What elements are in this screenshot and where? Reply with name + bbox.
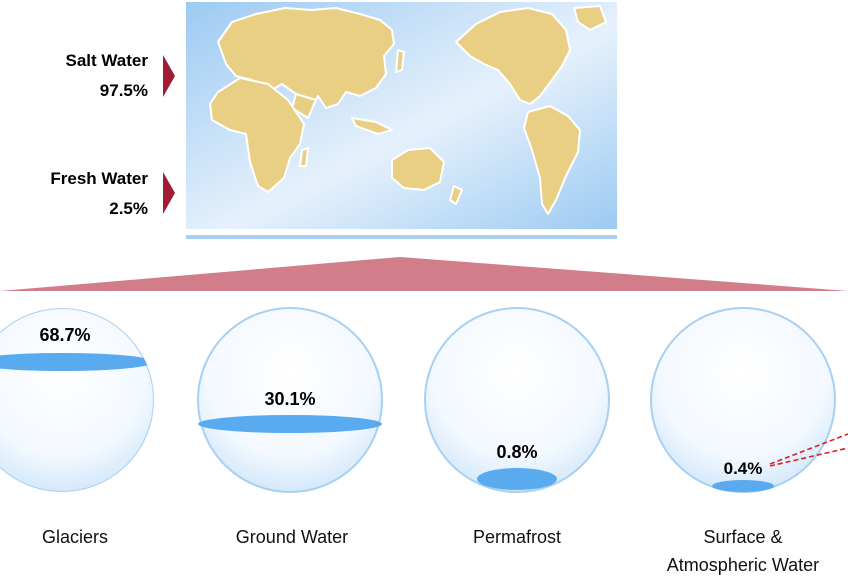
globe-glaciers <box>0 308 154 492</box>
fresh-water-marker <box>163 172 175 214</box>
fresh-water-label: Fresh Water <box>50 169 148 188</box>
world-map <box>186 2 617 239</box>
water-level-surface-water <box>712 480 774 492</box>
map-base-line <box>186 235 617 239</box>
surface-water-callout <box>769 433 848 467</box>
continents <box>209 5 607 215</box>
salt-water-value: 97.5% <box>100 81 148 100</box>
ground-water-percent: 30.1% <box>264 389 315 409</box>
globe-permafrost-sphere <box>424 307 610 493</box>
salt-water-marker <box>163 55 175 97</box>
north-america-shape <box>455 7 571 105</box>
globe-permafrost <box>424 307 610 493</box>
fresh-water-value: 2.5% <box>109 199 148 218</box>
permafrost-percent: 0.8% <box>496 442 537 462</box>
greenland-shape <box>573 5 607 31</box>
arabia-shape <box>291 93 317 119</box>
category-globes <box>0 307 836 493</box>
breakdown-fan <box>0 257 848 291</box>
glaciers-percent: 68.7% <box>39 325 90 345</box>
southeast-asia-islands <box>351 117 393 135</box>
surface-water-percent: 0.4% <box>724 459 763 478</box>
surface-water-label-line1: Surface & <box>703 527 782 547</box>
madagascar-shape <box>299 147 309 167</box>
salt-water-label: Salt Water <box>65 51 148 70</box>
south-america-shape <box>523 105 581 215</box>
salt-water-item: Salt Water 97.5% <box>65 51 175 100</box>
permafrost-label: Permafrost <box>473 527 561 547</box>
fresh-water-item: Fresh Water 2.5% <box>50 169 175 218</box>
callout-line-upper <box>769 433 848 465</box>
globe-ground-water-sphere <box>197 307 383 493</box>
africa-shape <box>209 77 305 193</box>
water-level-glaciers <box>0 353 154 371</box>
japan-shape <box>395 49 405 73</box>
globe-surface-water <box>650 307 836 493</box>
new-zealand-shape <box>449 185 463 205</box>
glaciers-label: Glaciers <box>42 527 108 547</box>
water-level-ground-water <box>198 415 382 433</box>
globe-glaciers-sphere <box>0 308 154 492</box>
water-level-permafrost <box>477 468 557 490</box>
australia-shape <box>391 147 445 191</box>
ground-water-label: Ground Water <box>236 527 348 547</box>
globe-ground-water <box>197 307 383 493</box>
callout-line-lower <box>769 447 848 467</box>
surface-water-label-line2: Atmospheric Water <box>667 555 819 575</box>
